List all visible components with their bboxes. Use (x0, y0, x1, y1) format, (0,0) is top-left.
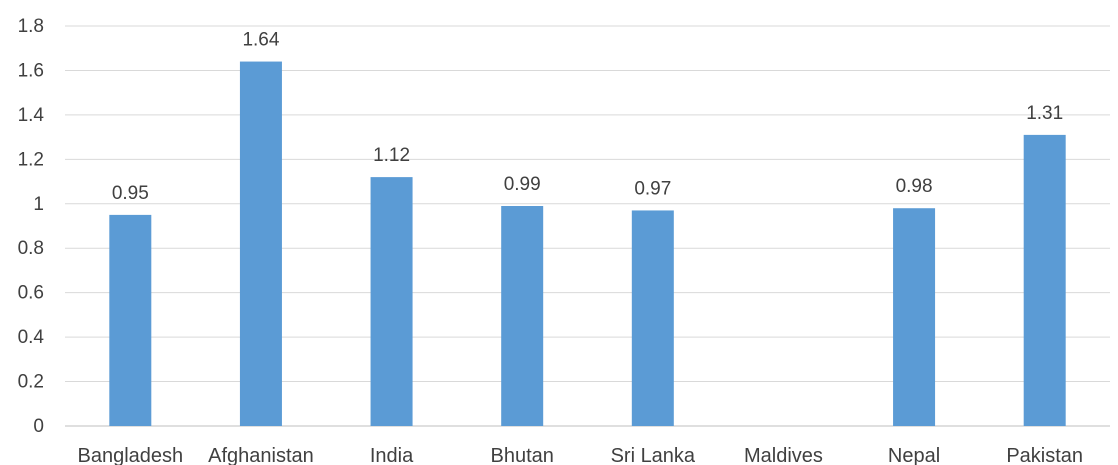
bar-sri-lanka (631, 210, 674, 426)
data-label: 1.12 (373, 145, 410, 166)
data-label: 0.99 (504, 174, 541, 195)
bar-bangladesh (109, 214, 152, 426)
category-label: Bhutan (490, 445, 553, 465)
category-label: Afghanistan (208, 445, 314, 465)
data-label: 0.95 (112, 183, 149, 204)
y-tick-label: 0 (33, 416, 44, 437)
y-tick-label: 1.4 (18, 105, 45, 126)
bars (109, 61, 1066, 427)
data-label: 1.64 (242, 30, 279, 51)
gridlines (65, 25, 1110, 427)
x-axis-categories: Bangladesh Afghanistan India Bhutan Sri Lank… (77, 445, 1083, 465)
category-label: Bangladesh (77, 445, 183, 465)
y-tick-label: 1.6 (18, 60, 44, 81)
y-tick-label: 1.8 (18, 16, 44, 37)
category-label: Sri Lanka (611, 445, 696, 465)
y-tick-label: 0.6 (18, 283, 44, 304)
data-label: 0.98 (896, 176, 933, 197)
bar-nepal (893, 208, 936, 426)
bar-india (370, 177, 413, 426)
y-tick-label: 0.4 (18, 327, 45, 348)
y-axis-ticks: 0 0.2 0.4 0.6 0.8 1 1.2 1.4 1.6 1.8 (18, 16, 45, 437)
category-label: Nepal (888, 445, 940, 465)
category-label: Maldives (744, 445, 823, 465)
data-label: 0.97 (634, 178, 671, 199)
category-label: Pakistan (1006, 445, 1083, 465)
bar-pakistan (1023, 134, 1066, 426)
y-tick-label: 1.2 (18, 149, 44, 170)
y-tick-label: 1 (33, 194, 44, 215)
data-label: 1.31 (1026, 103, 1063, 124)
category-label: India (370, 445, 414, 465)
bar-bhutan (501, 206, 544, 426)
y-tick-label: 0.8 (18, 238, 44, 259)
data-labels: 0.95 1.64 1.12 0.99 0.97 0.98 1.31 (112, 30, 1063, 204)
y-tick-label: 0.2 (18, 372, 44, 393)
bar-afghanistan (239, 61, 282, 427)
